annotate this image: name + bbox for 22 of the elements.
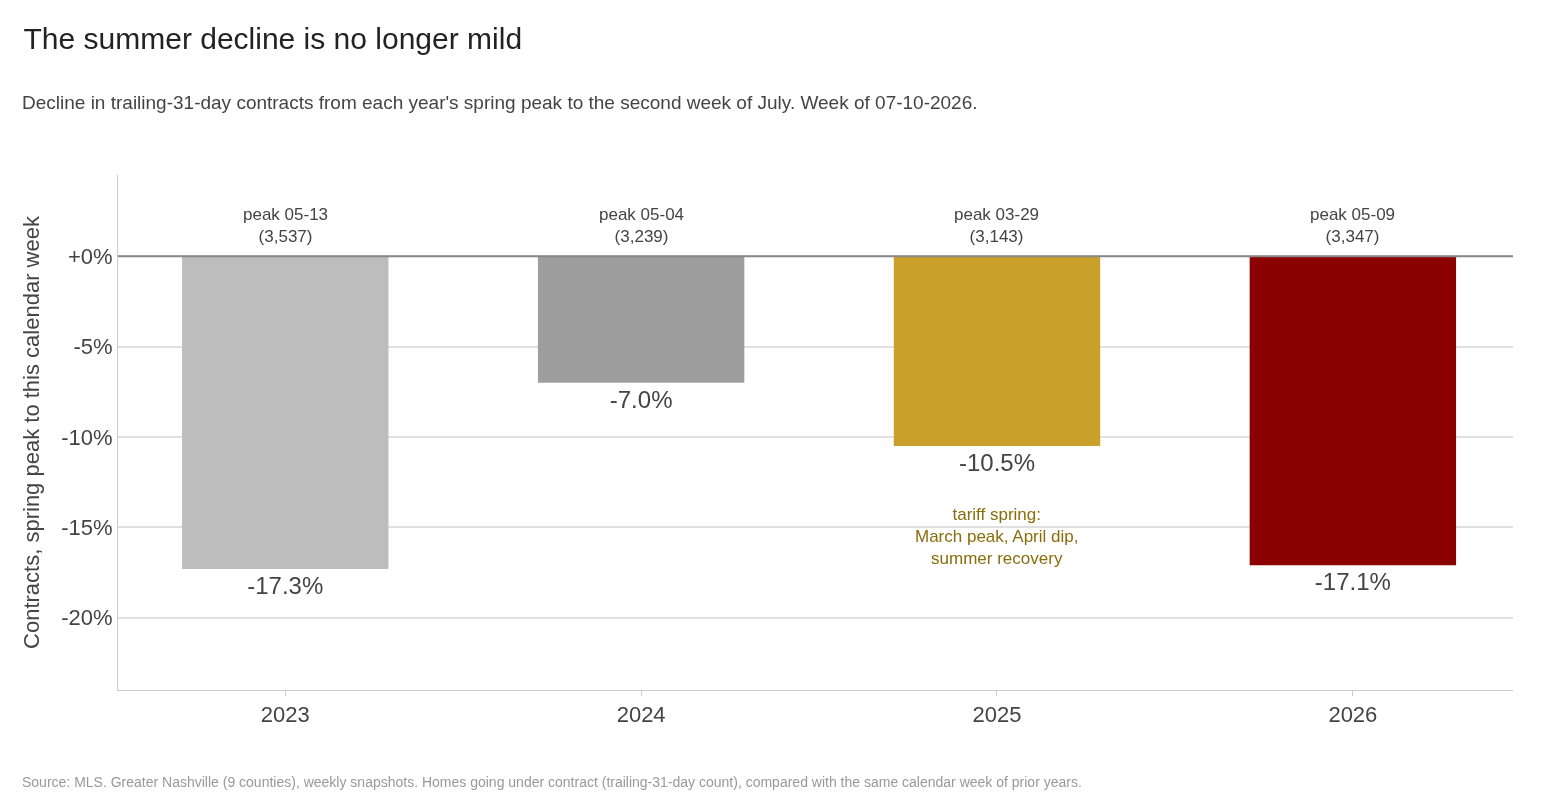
y-tick-label: -10% (61, 424, 113, 450)
chart-title: The summer decline is no longer mild (23, 22, 523, 55)
data-label: -17.1% (1314, 568, 1391, 596)
y-tick-label: -15% (61, 515, 113, 541)
source-note: Source: MLS. Greater Nashville (9 counties), weekly snapshots. Homes going under contract (trailing-31-day count), compared with the same calendar week of prior years. (22, 774, 1082, 790)
y-tick-label: -20% (61, 605, 113, 631)
annotation: peak 05-09 (3,347) (1310, 205, 1396, 247)
x-tick-label: 2024 (616, 702, 666, 728)
x-tick-label: 2023 (260, 702, 310, 728)
x-tick-label: 2025 (972, 702, 1022, 728)
data-label: -17.3% (247, 571, 324, 599)
chart-subtitle: Decline in trailing-31-day contracts from each year's spring peak to the second week of July. Week of 07-10-2026. (22, 92, 978, 113)
annotation: peak 05-04 (3,239) (599, 205, 685, 247)
data-label: -7.0% (609, 385, 673, 413)
annotation: peak 03-29 (3,143) (954, 205, 1040, 247)
data-label: -10.5% (958, 449, 1036, 477)
y-tick-label: +0% (67, 244, 113, 270)
y-tick-label: -5% (73, 334, 113, 360)
x-tick-label: 2026 (1328, 702, 1378, 728)
annotation: tariff spring: March peak, April dip, summer recovery (915, 505, 1079, 569)
annotation: peak 05-13 (3,537) (243, 205, 329, 247)
y-axis-title: Contracts, spring peak to this calendar week (19, 215, 45, 649)
